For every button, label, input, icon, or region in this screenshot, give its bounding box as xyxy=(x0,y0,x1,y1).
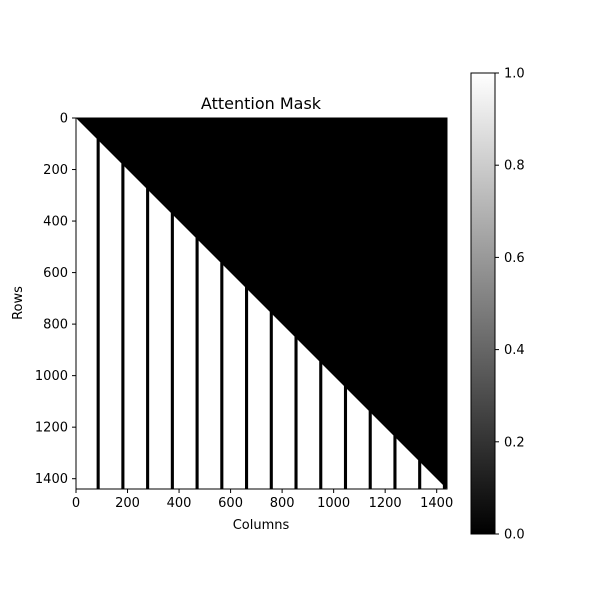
heatmap-masked-column-2 xyxy=(146,188,150,490)
y-tick-label-1000: 1000 xyxy=(35,369,68,384)
colorbar-ticks: 0.0 0.2 0.4 0.6 0.8 1.0 xyxy=(495,67,525,543)
heatmap-causal-ones xyxy=(76,118,447,489)
heatmap-masked-column-10 xyxy=(343,385,348,489)
heatmap-masked-column-7 xyxy=(269,311,273,489)
x-tick-label-800: 800 xyxy=(270,496,295,511)
heatmap-masked-column-13 xyxy=(418,460,422,489)
colorbar-tick-label-0.2: 0.2 xyxy=(504,435,525,450)
heatmap-masked-column-1 xyxy=(121,163,125,489)
colorbar-tick-label-1.0: 1.0 xyxy=(504,67,525,82)
x-axis: 0 200 400 600 800 1000 1200 1400 xyxy=(72,489,453,511)
plot-frame xyxy=(75,117,448,490)
y-axis: 0 200 400 600 800 1000 1200 1400 xyxy=(35,112,76,487)
y-tick-label-600: 600 xyxy=(43,266,68,281)
colorbar-tick-label-0.6: 0.6 xyxy=(504,251,525,266)
x-tick-label-0: 0 xyxy=(72,496,80,511)
heatmap-plot-area xyxy=(75,117,448,490)
heatmap-masked-column-3 xyxy=(170,212,174,490)
heatmap-masked-column-4 xyxy=(195,237,199,489)
x-tick-label-1000: 1000 xyxy=(317,496,350,511)
heatmap-masked-column-12 xyxy=(393,435,397,489)
x-tick-label-1400: 1400 xyxy=(420,496,453,511)
colorbar: 0.0 0.2 0.4 0.6 0.8 1.0 xyxy=(470,67,525,543)
x-tick-label-400: 400 xyxy=(167,496,192,511)
heatmap-masked-column-5 xyxy=(220,262,224,489)
x-tick-label-200: 200 xyxy=(115,496,140,511)
y-tick-label-1400: 1400 xyxy=(35,472,68,487)
colorbar-tick-label-0.0: 0.0 xyxy=(504,528,525,543)
y-tick-label-0: 0 xyxy=(60,112,68,127)
x-axis-label: Columns xyxy=(233,518,290,533)
x-tick-label-600: 600 xyxy=(218,496,243,511)
heatmap-masked-column-9 xyxy=(319,361,323,489)
x-tick-label-1200: 1200 xyxy=(369,496,402,511)
y-tick-label-800: 800 xyxy=(43,318,68,333)
y-tick-label-200: 200 xyxy=(43,163,68,178)
y-tick-label-1200: 1200 xyxy=(35,421,68,436)
heatmap-masked-column-14 xyxy=(442,484,446,489)
heatmap-masked-column-11 xyxy=(368,410,372,489)
chart-title: Attention Mask xyxy=(201,94,322,113)
heatmap-masked-column-0 xyxy=(96,138,100,489)
colorbar-tick-label-0.4: 0.4 xyxy=(504,343,525,358)
y-tick-label-400: 400 xyxy=(43,215,68,230)
colorbar-tick-label-0.8: 0.8 xyxy=(504,159,525,174)
y-axis-label: Rows xyxy=(11,286,26,320)
heatmap-masked-column-8 xyxy=(294,336,298,489)
colorbar-gradient xyxy=(470,72,496,535)
heatmap-masked-column-6 xyxy=(245,287,249,489)
